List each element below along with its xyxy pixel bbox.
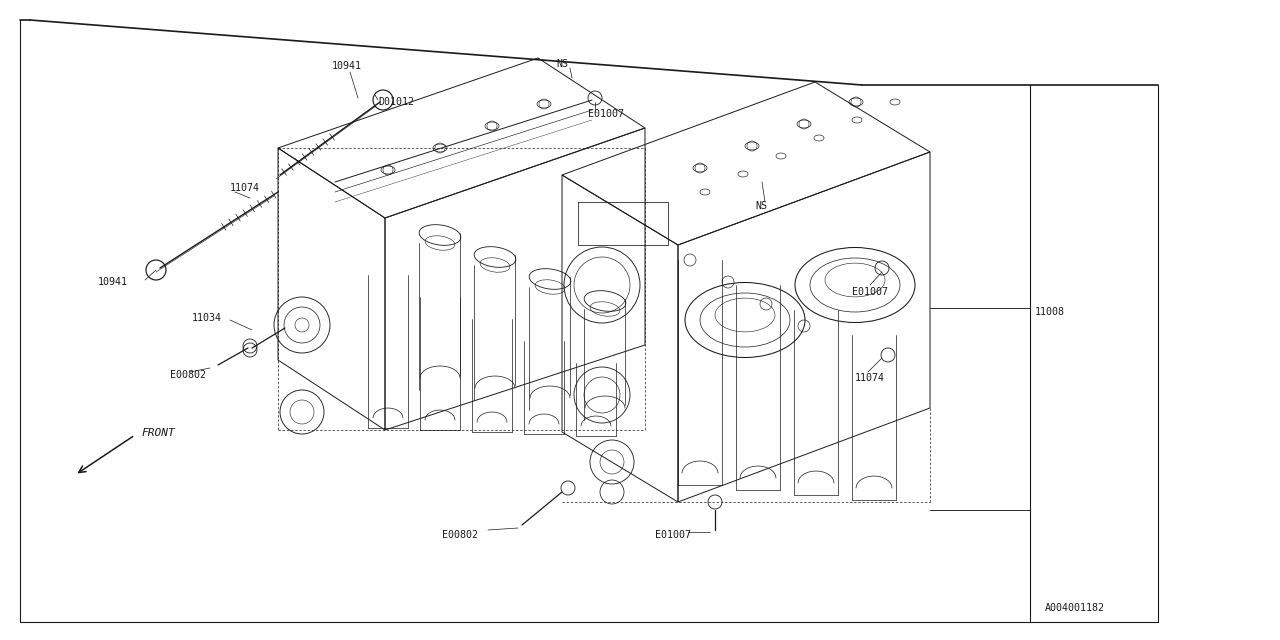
Text: NS: NS	[755, 201, 767, 211]
Text: D01012: D01012	[378, 97, 413, 107]
Text: 11074: 11074	[230, 183, 260, 193]
Text: 10941: 10941	[332, 61, 362, 71]
Text: E00802: E00802	[442, 530, 477, 540]
Text: NS: NS	[556, 59, 568, 69]
Text: 11074: 11074	[855, 373, 884, 383]
Text: E01007: E01007	[588, 109, 625, 119]
Text: 11008: 11008	[1036, 307, 1065, 317]
Text: 11034: 11034	[192, 313, 221, 323]
Text: A004001182: A004001182	[1044, 603, 1105, 613]
Text: FRONT: FRONT	[141, 428, 175, 438]
Text: E01007: E01007	[655, 530, 691, 540]
Text: E00802: E00802	[170, 370, 206, 380]
Text: E01007: E01007	[852, 287, 888, 297]
Text: 10941: 10941	[99, 277, 128, 287]
